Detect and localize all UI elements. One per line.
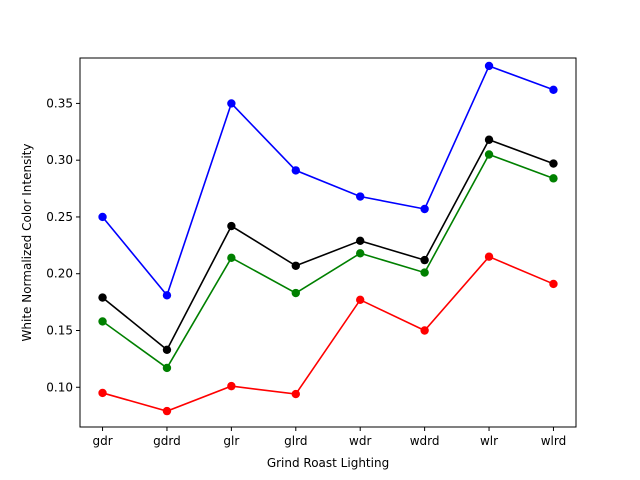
data-point xyxy=(356,192,365,201)
series-line xyxy=(102,138,554,352)
series-1 xyxy=(98,135,558,354)
data-point xyxy=(420,326,429,335)
data-point xyxy=(549,174,558,183)
x-tick-label: glr xyxy=(223,434,239,448)
data-point xyxy=(291,389,300,399)
data-point xyxy=(227,253,236,263)
series-0 xyxy=(98,61,558,300)
data-point xyxy=(484,150,494,159)
data-point xyxy=(484,135,494,144)
data-point xyxy=(549,85,558,94)
series-2 xyxy=(98,150,558,373)
x-tick-label: gdr xyxy=(92,434,112,448)
data-point xyxy=(549,279,558,289)
x-tick-label: wlr xyxy=(480,434,498,448)
y-tick-label: 0.30 xyxy=(46,153,73,167)
plot-frame xyxy=(79,57,577,428)
ticks-layer: gdr gdrd glr glrd wdr wdrd wlr wlrd 0.10 0.15 0.20… xyxy=(46,96,566,448)
data-point xyxy=(162,406,172,416)
data-point xyxy=(420,268,429,277)
x-tick-label: gdrd xyxy=(153,434,181,448)
plot-area xyxy=(80,58,576,427)
data-point xyxy=(227,99,236,108)
y-axis-label: White Normalized Color Intensity xyxy=(20,144,34,342)
data-point xyxy=(162,345,172,354)
data-point xyxy=(484,252,494,261)
x-tick-label: glrd xyxy=(284,434,307,448)
data-point xyxy=(356,295,365,305)
data-point xyxy=(227,381,236,391)
data-point xyxy=(162,363,172,373)
data-point xyxy=(98,388,107,398)
data-point xyxy=(549,159,558,168)
y-tick-label: 0.15 xyxy=(46,323,73,337)
y-tick-label: 0.25 xyxy=(46,210,73,224)
series-line xyxy=(102,255,554,412)
data-point xyxy=(420,255,429,265)
x-axis-label: Grind Roast Lighting xyxy=(267,456,389,470)
data-point xyxy=(291,288,300,298)
data-point xyxy=(162,291,172,300)
y-tick-label: 0.10 xyxy=(46,380,73,394)
data-point xyxy=(98,293,107,302)
data-point xyxy=(484,61,494,71)
series-line xyxy=(101,64,554,297)
data-point xyxy=(98,317,107,326)
data-point xyxy=(227,221,236,231)
series-layer xyxy=(98,61,558,416)
y-tick-label: 0.20 xyxy=(46,267,73,281)
data-point xyxy=(420,204,429,214)
data-point xyxy=(356,249,365,258)
x-tick-label: wdrd xyxy=(410,434,440,448)
data-point xyxy=(356,236,365,245)
data-point xyxy=(98,212,107,222)
series-3 xyxy=(98,252,558,416)
data-point xyxy=(291,166,300,175)
x-tick-label: wdr xyxy=(349,434,371,448)
series-line xyxy=(102,153,554,370)
y-tick-label: 0.35 xyxy=(46,96,73,110)
data-point xyxy=(291,261,300,270)
x-tick-label: wlrd xyxy=(541,434,567,448)
